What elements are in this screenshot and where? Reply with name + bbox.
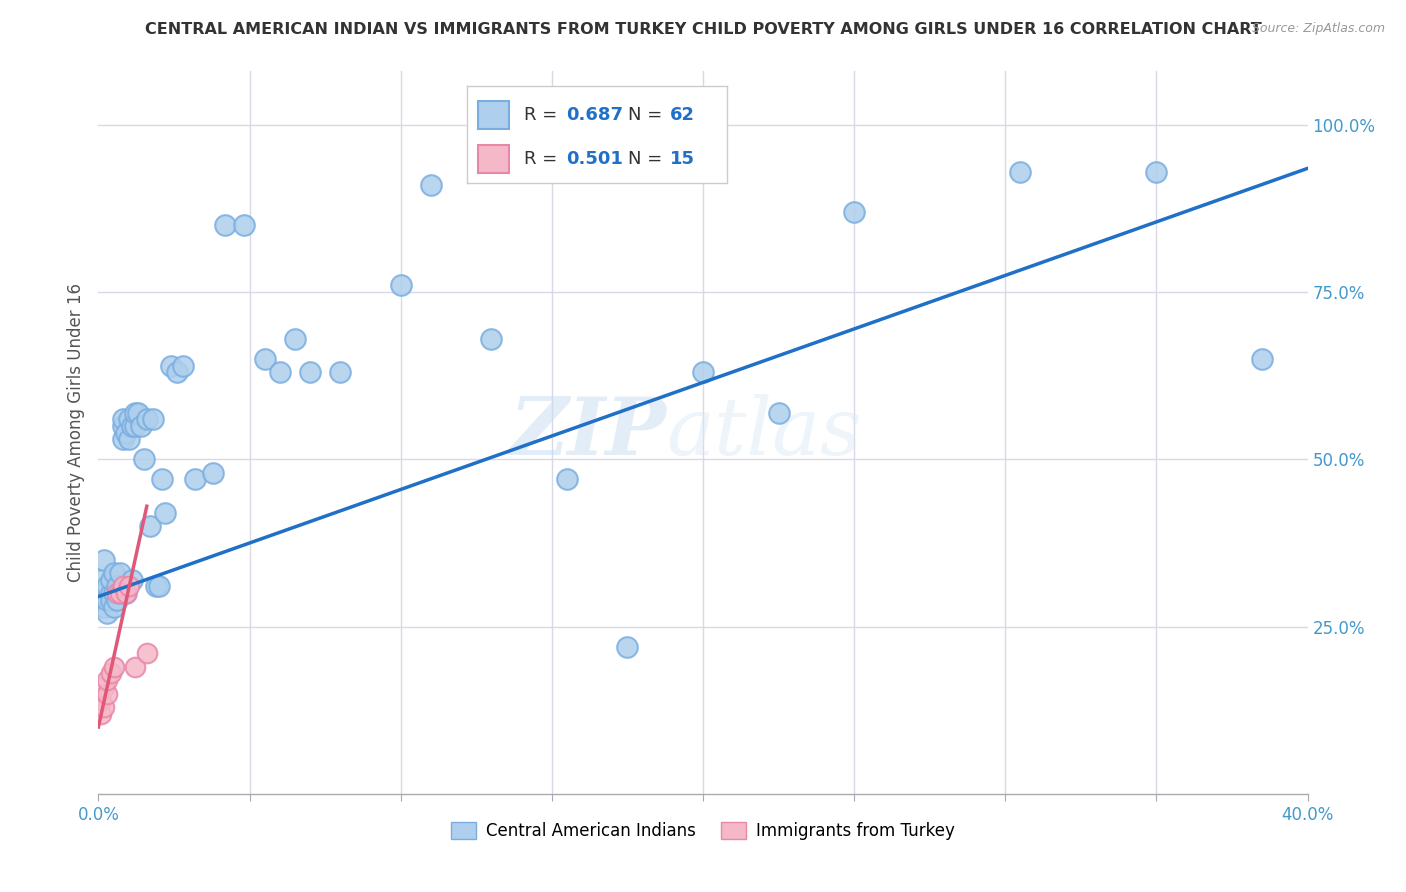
Point: [111, 412, 134, 426]
Text: CENTRAL AMERICAN INDIAN VS IMMIGRANTS FROM TURKEY CHILD POVERTY AMONG GIRLS UNDE: CENTRAL AMERICAN INDIAN VS IMMIGRANTS FR…: [145, 22, 1261, 37]
Point: [481, 332, 503, 346]
Point: [768, 406, 790, 420]
Point: [90, 586, 112, 600]
Point: [160, 359, 183, 373]
Point: [1144, 164, 1167, 178]
Point: [111, 419, 134, 434]
Y-axis label: Child Poverty Among Girls Under 16: Child Poverty Among Girls Under 16: [66, 283, 84, 582]
Point: [284, 332, 307, 346]
Point: [132, 452, 155, 467]
Legend: Central American Indians, Immigrants from Turkey: Central American Indians, Immigrants fro…: [444, 815, 962, 847]
Point: [150, 473, 173, 487]
Point: [135, 412, 157, 426]
Point: [420, 178, 443, 193]
Point: [93, 680, 115, 694]
Point: [1010, 164, 1032, 178]
Point: [93, 586, 115, 600]
Point: [114, 425, 136, 440]
Point: [124, 406, 146, 420]
Point: [555, 473, 578, 487]
Point: [96, 607, 118, 621]
Text: ZIP: ZIP: [510, 394, 666, 471]
Point: [145, 580, 167, 594]
Point: [844, 205, 866, 219]
Point: [692, 366, 714, 380]
Point: [127, 406, 149, 420]
Point: [100, 666, 122, 681]
Point: [202, 466, 225, 480]
Point: [121, 573, 143, 587]
Point: [214, 219, 236, 233]
Point: [93, 599, 115, 614]
Point: [90, 573, 112, 587]
Point: [103, 566, 125, 581]
Point: [96, 580, 118, 594]
Point: [124, 660, 146, 674]
Point: [96, 687, 118, 701]
Point: [232, 219, 254, 233]
Point: [135, 646, 157, 660]
Point: [105, 586, 128, 600]
Point: [103, 660, 125, 674]
Point: [108, 586, 131, 600]
Point: [103, 599, 125, 614]
Point: [93, 553, 115, 567]
Point: [166, 366, 188, 380]
Point: [111, 433, 134, 447]
Point: [269, 366, 291, 380]
Point: [111, 580, 134, 594]
Point: [108, 586, 131, 600]
Point: [105, 593, 128, 607]
Point: [93, 699, 115, 714]
Text: Source: ZipAtlas.com: Source: ZipAtlas.com: [1251, 22, 1385, 36]
Point: [103, 586, 125, 600]
Point: [118, 580, 141, 594]
Point: [121, 419, 143, 434]
Point: [114, 586, 136, 600]
Point: [96, 593, 118, 607]
Point: [96, 673, 118, 688]
Point: [172, 359, 194, 373]
Point: [105, 580, 128, 594]
Point: [90, 706, 112, 721]
Point: [118, 433, 141, 447]
Text: atlas: atlas: [666, 394, 862, 471]
Point: [118, 412, 141, 426]
Point: [100, 593, 122, 607]
Point: [184, 473, 207, 487]
Point: [153, 506, 176, 520]
Point: [124, 419, 146, 434]
Point: [148, 580, 170, 594]
Point: [329, 366, 352, 380]
Point: [139, 519, 162, 533]
Point: [114, 586, 136, 600]
Point: [253, 352, 276, 367]
Point: [616, 640, 638, 654]
Point: [299, 366, 322, 380]
Point: [389, 278, 412, 293]
Point: [100, 573, 122, 587]
Point: [1251, 352, 1274, 367]
Point: [108, 566, 131, 581]
Point: [129, 419, 152, 434]
Point: [100, 586, 122, 600]
Point: [90, 693, 112, 707]
Point: [142, 412, 165, 426]
